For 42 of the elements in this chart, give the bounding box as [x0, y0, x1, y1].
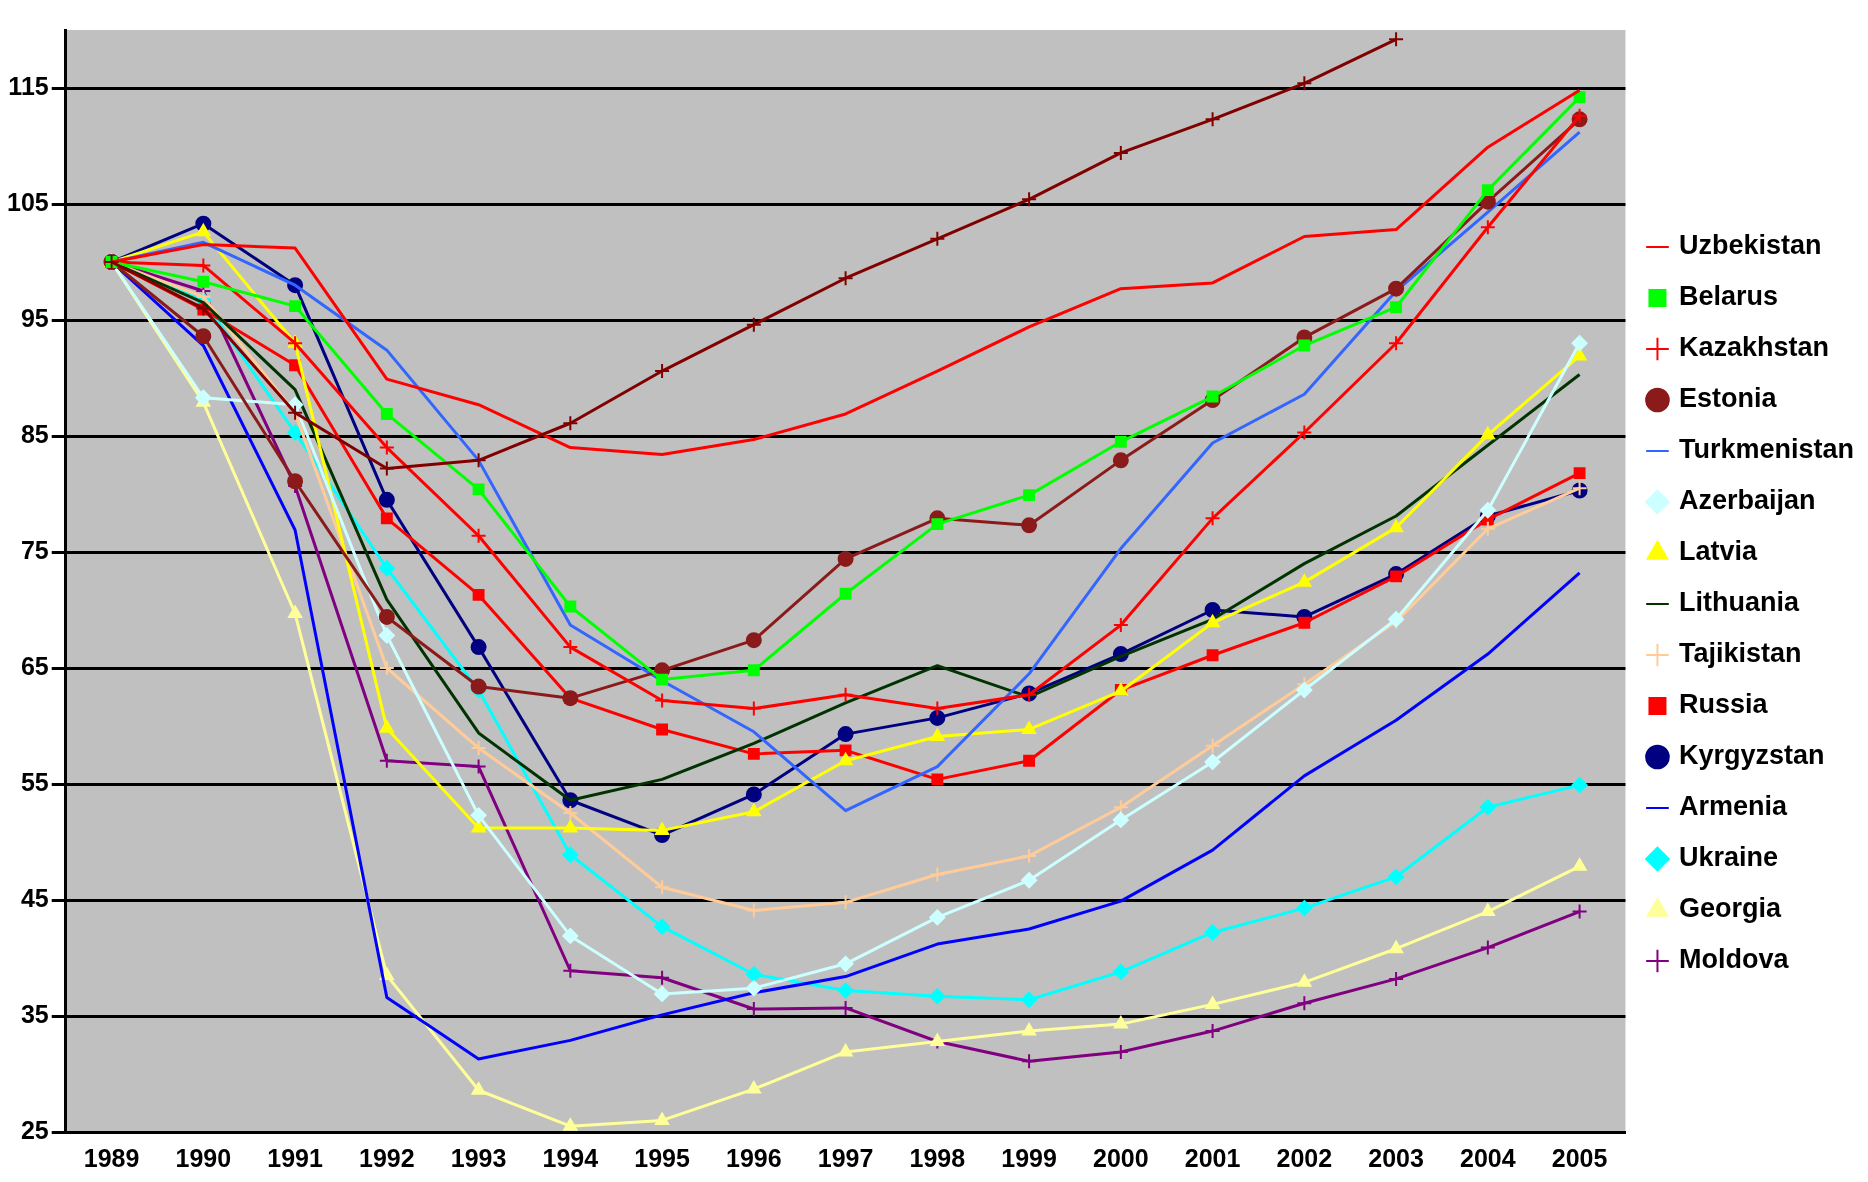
x-tick-label: 1992 [359, 1143, 415, 1172]
legend-label: Lithuania [1678, 587, 1800, 618]
legend-label: Georgia [1678, 893, 1782, 924]
y-tick-label: 35 [20, 999, 49, 1028]
y-tick-label: 85 [20, 419, 49, 448]
x-tick-label: 2003 [1368, 1143, 1424, 1172]
y-tick-label: 105 [6, 187, 49, 216]
x-tick-label: 2001 [1184, 1143, 1241, 1172]
x-tick-label: 1995 [634, 1143, 690, 1172]
legend-label: Latvia [1678, 536, 1758, 567]
y-tick-label: 65 [20, 651, 49, 680]
legend-label: Kazakhstan [1678, 332, 1830, 363]
x-tick-label: 2000 [1093, 1143, 1149, 1172]
legend-label: Tajikistan [1678, 638, 1802, 669]
legend-label: Belarus [1678, 281, 1779, 312]
legend-label: Turkmenistan [1678, 434, 1855, 465]
x-tick-label: 2004 [1460, 1143, 1516, 1172]
legend-label: Armenia [1678, 791, 1788, 822]
x-tick-label: 1990 [175, 1143, 232, 1172]
legend-label: Uzbekistan [1678, 230, 1822, 261]
y-tick-label: 75 [20, 535, 49, 564]
x-tick-label: 1993 [450, 1143, 507, 1172]
legend-label: Estonia [1678, 383, 1778, 414]
y-tick-label: 55 [20, 767, 49, 796]
x-tick-label: 1991 [267, 1143, 323, 1172]
legend-label: Azerbaijan [1678, 485, 1816, 516]
legend-label: Kyrgyzstan [1678, 740, 1825, 771]
x-tick-label: 2005 [1551, 1143, 1608, 1172]
x-tick-label: 1999 [1001, 1143, 1057, 1172]
legend-label: Ukraine [1678, 842, 1779, 873]
legend-label: Russia [1678, 689, 1769, 720]
x-tick-label: 1994 [542, 1143, 599, 1172]
x-tick-label: 2002 [1276, 1143, 1333, 1172]
x-tick-label: 1997 [817, 1143, 874, 1172]
x-tick-label: 1989 [83, 1143, 140, 1172]
x-tick-label: 1996 [726, 1143, 782, 1172]
y-tick-label: 25 [20, 1115, 49, 1144]
y-tick-label: 95 [20, 303, 49, 332]
x-tick-label: 1998 [909, 1143, 966, 1172]
y-tick-label: 45 [20, 883, 49, 912]
legend-label: Moldova [1678, 944, 1790, 975]
y-tick-label: 115 [8, 71, 49, 100]
